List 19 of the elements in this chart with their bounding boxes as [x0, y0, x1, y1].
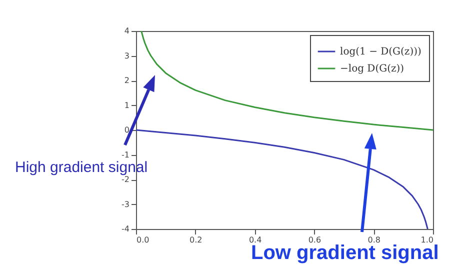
y-tick-label: 3 [124, 51, 130, 60]
y-tick-label: -2 [122, 175, 130, 184]
legend-label: −log D(G(z)) [340, 64, 404, 74]
y-tick-label: -3 [122, 200, 130, 209]
x-tick-label: 1.0 [420, 236, 434, 244]
legend-label: log(1 − D(G(z))) [340, 46, 422, 58]
x-tick-label: 0.0 [136, 236, 150, 244]
y-tick-label: -1 [122, 150, 130, 160]
line-series [140, 31, 433, 131]
y-tick-label: 1 [124, 100, 130, 110]
x-tick-label: 0.4 [248, 236, 262, 244]
y-tick-label: 4 [124, 26, 130, 36]
y-tick-label: 0 [124, 126, 130, 134]
x-tick-label: 0.6 [308, 236, 322, 244]
y-tick-label: 2 [124, 76, 130, 85]
x-tick-label: 0.8 [368, 236, 380, 244]
x-tick-label: 0.2 [190, 236, 202, 244]
y-tick-label: -4 [122, 224, 130, 234]
text: Low gradient signal [251, 242, 440, 264]
